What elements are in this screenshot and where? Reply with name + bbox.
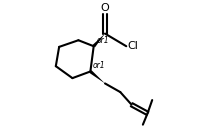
- Polygon shape: [89, 70, 105, 83]
- Polygon shape: [92, 34, 105, 47]
- Text: or1: or1: [96, 36, 109, 45]
- Text: or1: or1: [93, 61, 106, 70]
- Text: O: O: [101, 3, 109, 13]
- Text: Cl: Cl: [127, 41, 138, 51]
